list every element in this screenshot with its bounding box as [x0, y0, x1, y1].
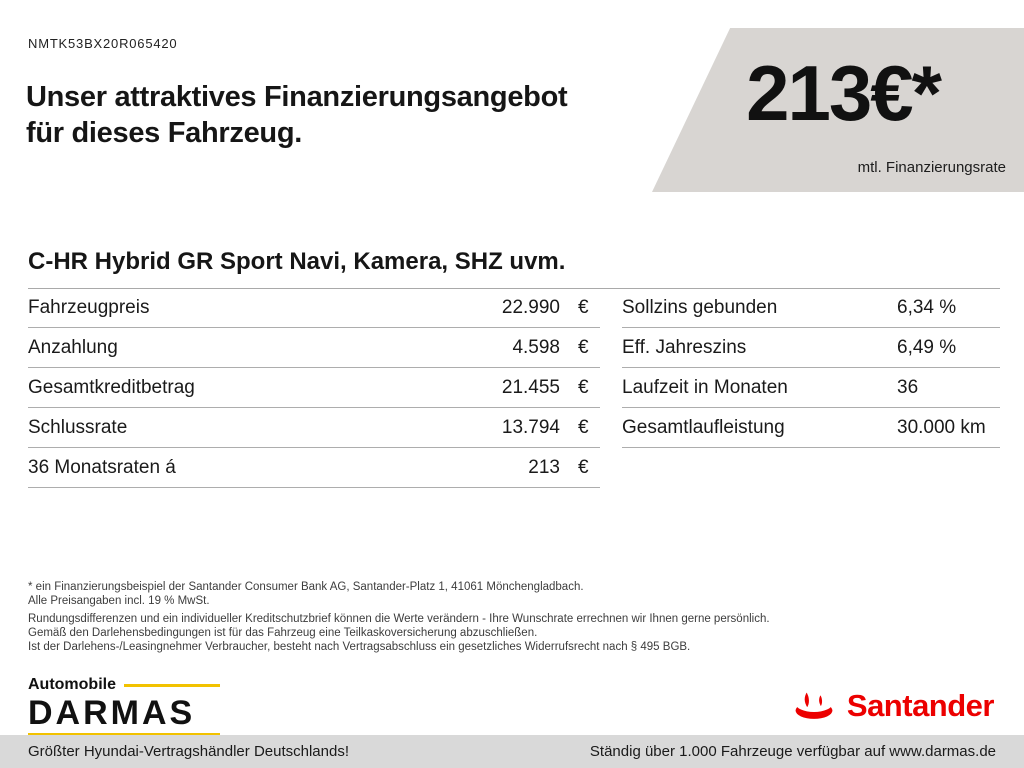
fine-print-line: Alle Preisangaben incl. 19 % MwSt. — [28, 595, 210, 607]
monthly-rate-value: 213€* — [746, 49, 942, 137]
table-row: Eff. Jahreszins 6,49 % — [622, 328, 1000, 368]
finance-label: Schlussrate — [28, 416, 128, 438]
finance-unit: € — [578, 376, 589, 398]
finance-label: Anzahlung — [28, 336, 118, 358]
monthly-rate-caption: mtl. Finanzierungsrate — [857, 159, 1006, 176]
page-title: Unser attraktives Finanzierungsangebot f… — [26, 79, 646, 151]
bottom-bar-left-text: Größter Hyundai-Vertragshändler Deutschl… — [28, 743, 349, 760]
darmas-wordmark: DARMAS — [28, 694, 196, 732]
finance-unit: € — [578, 296, 589, 318]
finance-label: Eff. Jahreszins — [622, 336, 747, 358]
finance-value: 6,49 % — [897, 336, 957, 358]
finance-table-left-column: Fahrzeugpreis 22.990 € Anzahlung 4.598 €… — [28, 288, 600, 488]
bottom-bar-right-text: Ständig über 1.000 Fahrzeuge verfügbar a… — [589, 743, 996, 760]
fine-print-line: * ein Finanzierungsbeispiel der Santande… — [28, 581, 584, 593]
monthly-rate-panel: 213€* mtl. Finanzierungsrate — [652, 28, 1024, 192]
darmas-logo: Automobile DARMAS — [28, 676, 220, 736]
finance-unit: € — [578, 416, 589, 438]
vehicle-title: C-HR Hybrid GR Sport Navi, Kamera, SHZ u… — [28, 248, 1000, 289]
finance-value: 21.455 — [501, 376, 560, 398]
page-title-line2: für dieses Fahrzeug. — [26, 117, 303, 150]
darmas-automobile-text: Automobile — [28, 676, 116, 693]
finance-table: Fahrzeugpreis 22.990 € Anzahlung 4.598 €… — [28, 288, 1000, 488]
finance-value: 36 — [897, 376, 919, 398]
table-row: Schlussrate 13.794 € — [28, 408, 600, 448]
finance-unit: € — [578, 456, 589, 478]
finance-value: 13.794 — [501, 416, 560, 438]
table-row: Laufzeit in Monaten 36 — [622, 368, 1000, 408]
santander-flame-icon — [795, 690, 833, 719]
finance-label: Sollzins gebunden — [622, 296, 778, 318]
fine-print-line: Rundungsdifferenzen und ein individuelle… — [28, 613, 770, 625]
finance-value: 4.598 — [512, 336, 560, 358]
finance-label: Gesamtkreditbetrag — [28, 376, 195, 398]
santander-wordmark: Santander — [846, 688, 995, 723]
finance-label: Fahrzeugpreis — [28, 296, 150, 318]
finance-label: Gesamtlaufleistung — [622, 416, 785, 438]
table-row: Sollzins gebunden 6,34 % — [622, 288, 1000, 328]
darmas-yellow-underline — [28, 733, 220, 736]
bottom-bar: Größter Hyundai-Vertragshändler Deutschl… — [0, 735, 1024, 768]
darmas-yellow-line — [124, 683, 220, 687]
finance-value: 30.000 km — [897, 416, 986, 438]
fine-print-line: Ist der Darlehens-/Leasingnehmer Verbrau… — [28, 641, 691, 653]
fine-print: * ein Finanzierungsbeispiel der Santande… — [28, 580, 968, 654]
table-row: Anzahlung 4.598 € — [28, 328, 600, 368]
finance-table-right-column: Sollzins gebunden 6,34 % Eff. Jahreszins… — [622, 288, 1000, 488]
finance-label: 36 Monatsraten á — [28, 456, 176, 478]
table-row: Fahrzeugpreis 22.990 € — [28, 288, 600, 328]
finance-value: 213 — [528, 456, 560, 478]
fine-print-line: Gemäß den Darlehensbedingungen ist für d… — [28, 627, 538, 639]
darmas-logo-top: Automobile — [28, 676, 220, 694]
page-title-line1: Unser attraktives Finanzierungsangebot — [26, 81, 568, 114]
santander-logo: Santander — [791, 688, 995, 724]
finance-label: Laufzeit in Monaten — [622, 376, 788, 398]
finance-value: 22.990 — [501, 296, 560, 318]
table-row: Gesamtlaufleistung 30.000 km — [622, 408, 1000, 448]
table-row: 36 Monatsraten á 213 € — [28, 448, 600, 488]
finance-value: 6,34 % — [897, 296, 957, 318]
vin-number: NMTK53BX20R065420 — [28, 36, 178, 51]
table-row: Gesamtkreditbetrag 21.455 € — [28, 368, 600, 408]
finance-unit: € — [578, 336, 589, 358]
